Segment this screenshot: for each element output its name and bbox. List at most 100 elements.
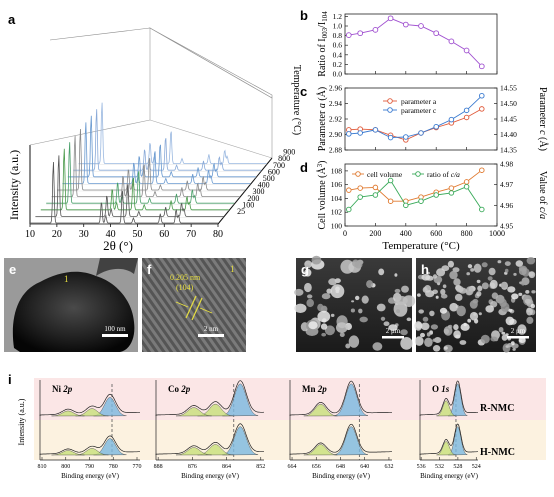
- xps-fit-peak: [303, 444, 338, 456]
- f-region-marker: 1: [230, 264, 235, 274]
- sem-particle: [308, 321, 318, 330]
- f-fringe-line-2: [191, 297, 203, 321]
- c-ticks: 2.88 2.90 2.92 2.94 2.96 14.35 14.40 14.45 14.50…: [329, 84, 517, 155]
- d-point: [448, 190, 455, 196]
- sem-particle: [476, 279, 481, 284]
- xps-spectrum-r-nmc: [289, 380, 392, 416]
- box-edge: [49, 27, 273, 99]
- h-scale-label: 2 μm: [511, 327, 526, 335]
- legend-marker-c: [387, 107, 393, 113]
- sem-particle: [518, 292, 523, 296]
- sem-particle: [459, 340, 467, 345]
- xps-subpanel-title: Mn 2p: [302, 384, 327, 394]
- sem-particle: [393, 301, 408, 317]
- d-x-tick-label: 1000: [489, 229, 505, 238]
- sem-particle: [400, 337, 413, 350]
- a-z-tick-label: 700: [273, 161, 285, 170]
- d-x-tick-label: 800: [461, 229, 473, 238]
- sem-particle: [526, 307, 533, 316]
- sem-particle: [488, 267, 496, 276]
- sem-particle: [505, 333, 509, 336]
- xps-spectrum-r-nmc: [39, 393, 140, 416]
- sem-particle: [524, 298, 531, 304]
- d-point: [387, 198, 394, 204]
- sem-particle: [424, 337, 433, 347]
- sem-particle: [512, 348, 516, 351]
- c-y-tick-label-left: 2.92: [329, 115, 342, 124]
- d-point: [463, 179, 470, 185]
- d-series-line: [348, 179, 483, 210]
- b-plot-frame: [344, 13, 498, 75]
- d-y-tick-label-left: 104: [331, 194, 343, 203]
- sem-particle: [517, 324, 527, 335]
- sem-particle: [500, 302, 510, 312]
- xps-subpanel-title: Ni 2p: [52, 384, 73, 394]
- legend-marker-ca: [415, 171, 421, 177]
- sem-particle: [507, 286, 516, 293]
- panel-c: c 2.88 2.90 2.92 2.94 2.96 14.35 14.40 14.45 14.…: [300, 84, 549, 155]
- a-z-tick-label: 300: [253, 187, 265, 196]
- xrd-traces: [30, 102, 267, 225]
- legend-text-volume: cell volume: [367, 170, 403, 179]
- b-point: [478, 63, 485, 70]
- sem-particle: [355, 295, 360, 301]
- b-y-tick-label: 1.0: [333, 22, 343, 31]
- sem-particle: [487, 276, 493, 281]
- a-x-tick-label: 10: [25, 229, 35, 240]
- xps-fit-peak: [334, 426, 369, 456]
- c-point: [346, 131, 352, 137]
- sem-particle: [473, 263, 482, 273]
- d-y-tick-label-right: 4.96: [500, 201, 513, 210]
- sem-particle: [480, 334, 490, 344]
- xps-fit-peak: [222, 383, 259, 417]
- i-y-label: Intensity (a.u.): [17, 398, 26, 445]
- xps-fit-peak: [175, 447, 212, 456]
- sem-particle: [476, 291, 482, 297]
- d-series: [346, 167, 485, 213]
- xrd-trace-300: [46, 142, 235, 204]
- h-scale-bar: [507, 336, 529, 339]
- f-fringe-line-1: [185, 295, 197, 319]
- sem-particle: [358, 308, 363, 314]
- b-y-tick-label: 0.0: [333, 70, 343, 79]
- sem-particle: [372, 342, 383, 351]
- sem-particle: [466, 272, 471, 276]
- a-x-ticks: 10 20 30 40 50 60 70 80: [25, 224, 223, 240]
- c-y-label-left: Parameter a (Å): [316, 87, 328, 151]
- xps-fit-peak: [436, 441, 456, 456]
- d-y-label-left: Cell volume (Å3): [316, 160, 328, 229]
- d-point: [403, 202, 409, 209]
- sem-particle: [478, 312, 482, 316]
- box-top-diagonal: [149, 27, 273, 99]
- sem-particle: [467, 264, 473, 269]
- xps-fit-peak: [222, 426, 259, 456]
- d-point: [372, 192, 379, 198]
- xrd-trace-25: [30, 161, 218, 224]
- b-y-tick-label: 0.4: [333, 50, 343, 59]
- xrd-trace-100: [35, 155, 224, 217]
- sem-particle: [465, 286, 474, 296]
- b-y-tick-label: 1.2: [333, 12, 343, 21]
- sem-particle: [454, 293, 463, 301]
- sem-particle: [388, 324, 398, 331]
- xps-x-tick-label: 780: [109, 464, 118, 470]
- c-series: [346, 92, 485, 143]
- sem-particle: [394, 273, 398, 277]
- sem-particle: [425, 290, 435, 298]
- sem-particle: [383, 321, 390, 327]
- xps-spectrum-h-nmc: [289, 423, 392, 455]
- panel-label-d: d: [300, 160, 308, 175]
- f-plane-label: (104): [176, 283, 194, 292]
- sem-particle: [396, 309, 401, 314]
- d-point: [346, 187, 352, 193]
- c-legend: parameter a parameter c: [383, 97, 437, 115]
- xps-fit-peak: [436, 400, 456, 417]
- sem-particle: [304, 282, 312, 293]
- sem-particle: [460, 323, 470, 331]
- sem-particle: [531, 290, 536, 294]
- d-point: [433, 192, 439, 198]
- sem-particle: [485, 305, 495, 313]
- c-y-tick-label-left: 2.94: [329, 99, 342, 108]
- sem-particle: [501, 334, 508, 341]
